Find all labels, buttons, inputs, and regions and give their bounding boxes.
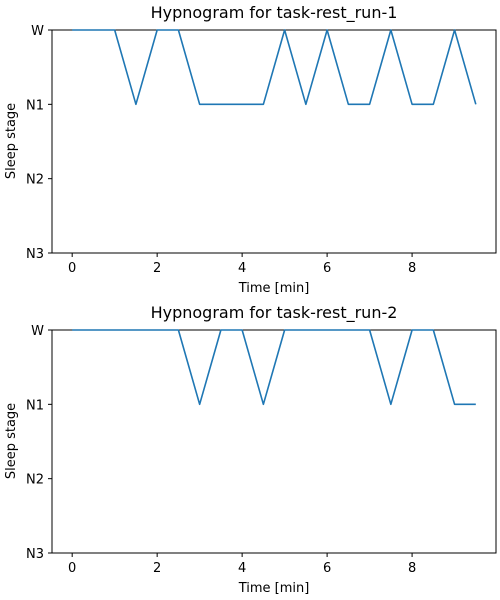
x-axis-label-1: Time [min] <box>238 281 310 296</box>
chart-title-1: Hypnogram for task-rest_run-1 <box>151 3 398 23</box>
x-tick-label: 8 <box>408 561 416 576</box>
x-tick-label: 8 <box>408 261 416 276</box>
y-tick-label: N2 <box>26 173 44 188</box>
series-line <box>72 329 476 406</box>
chart-panel-2: Hypnogram for task-rest_run-2 0 2 4 6 8 W N1 N2… <box>4 303 497 596</box>
x-tick-label: 6 <box>323 561 331 576</box>
chart-title-2: Hypnogram for task-rest_run-2 <box>151 303 398 323</box>
y-tick-label: N2 <box>26 473 44 488</box>
y-axis-label-1: Sleep stage <box>4 103 19 179</box>
plot-area-1: 0 2 4 6 8 W N1 N2 N3 <box>26 24 497 276</box>
axes-frame <box>51 329 497 554</box>
y-tick-label: N3 <box>26 247 44 262</box>
x-tick-label: 6 <box>323 261 331 276</box>
chart-panel-1: Hypnogram for task-rest_run-1 0 2 4 6 8 W N1 N2… <box>4 3 497 296</box>
y-tick-label: N1 <box>26 98 44 113</box>
y-tick-label: W <box>31 324 44 339</box>
x-tick-label: 0 <box>68 261 76 276</box>
x-axis-label-2: Time [min] <box>238 581 310 596</box>
y-axis-label-2: Sleep stage <box>4 403 19 479</box>
axes-frame <box>51 29 497 254</box>
x-tick-label: 2 <box>153 561 161 576</box>
x-tick-label: 0 <box>68 561 76 576</box>
series-line <box>72 29 477 106</box>
y-tick-label: N3 <box>26 547 44 562</box>
y-tick-label: W <box>31 24 44 39</box>
plot-area-2: 0 2 4 6 8 W N1 N2 N3 <box>26 324 497 576</box>
x-tick-label: 4 <box>238 261 246 276</box>
y-tick-label: N1 <box>26 398 44 413</box>
x-tick-label: 4 <box>238 561 246 576</box>
x-tick-label: 2 <box>153 261 161 276</box>
